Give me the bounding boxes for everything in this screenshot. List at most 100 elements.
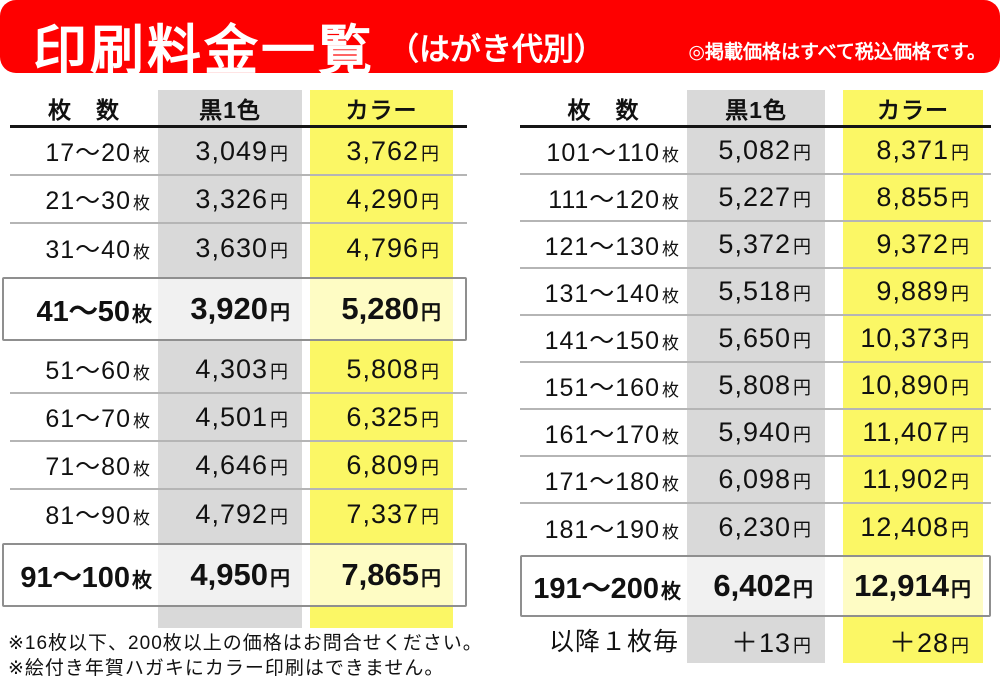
color-price-value: 4,796 [346, 232, 419, 263]
table-row-highlighted: 91〜100 枚 4,950 円 7,865 円 [2, 543, 467, 607]
price-table-right: 枚 数黒1色 カラー 101〜110 枚 5,082 円 8,371 円 111〜120 枚 5,2… [520, 90, 991, 663]
quantity-range-unit: 枚 [662, 239, 679, 259]
tax-included-note: ◎掲載価格はすべて税込価格です。 [688, 42, 986, 63]
color-column-band [310, 90, 453, 628]
black-price: 5,940 円 [687, 417, 825, 448]
black-price-value: 6,402 [713, 568, 791, 603]
quantity-range-unit: 枚 [133, 412, 150, 431]
quantity-range: 以降１枚毎 [520, 622, 687, 658]
color-price-unit: 円 [421, 240, 439, 261]
color-price: 8,371 円 [843, 135, 983, 166]
black-price-unit: 円 [793, 143, 811, 163]
color-price-unit: 円 [421, 568, 441, 590]
page-header-banner: 印刷料金一覧 （はがき代別） ◎掲載価格はすべて税込価格です。 [0, 0, 1000, 81]
color-price: 5,280 円 [312, 291, 455, 327]
black-price-value: ＋13 [730, 627, 791, 658]
quantity-range-unit: 枚 [133, 243, 150, 262]
quantity-range: 181〜190 枚 [520, 510, 687, 546]
quantity-range-value: 101〜110 [546, 138, 660, 167]
color-price-unit: 円 [951, 579, 971, 601]
black-price: 3,920 円 [160, 291, 304, 327]
table-header-row: 枚 数 黒1色 カラー [520, 90, 991, 128]
table-row: 121〜130 枚 5,372 円 9,372 円 [520, 222, 991, 269]
quantity-range-value: 41〜50 [36, 296, 130, 328]
quantity-range: 81〜90 枚 [10, 496, 158, 532]
quantity-range-unit: 枚 [662, 522, 679, 542]
color-price-unit: 円 [951, 635, 969, 656]
color-price-value: 9,372 [876, 229, 949, 259]
black-price-value: 4,792 [195, 498, 268, 529]
quantity-range-unit: 枚 [662, 192, 679, 212]
color-price-value: 10,373 [860, 323, 949, 353]
column-header-color: カラー [877, 96, 949, 123]
black-price-unit: 円 [270, 409, 288, 430]
color-price-unit: 円 [421, 191, 439, 212]
black-price-unit: 円 [793, 425, 811, 445]
quantity-range: 101〜110 枚 [520, 133, 687, 169]
black-price-unit: 円 [793, 190, 811, 210]
quantity-range-unit: 枚 [132, 304, 152, 326]
color-price-unit: 円 [421, 409, 439, 430]
color-price: 3,762 円 [310, 136, 453, 167]
quantity-range: 151〜160 枚 [520, 368, 687, 404]
color-price-unit: 円 [421, 143, 439, 164]
color-price-unit: 円 [951, 237, 969, 257]
price-table-left: 枚 数黒1色 カラー 17〜20 枚 3,049 円 3,762 円 21〜30 枚 3,326 円 4… [2, 90, 467, 628]
black-price: 3,326 円 [158, 184, 302, 215]
black-price-value: 5,227 [718, 182, 791, 212]
black-price: 5,650 円 [687, 323, 825, 354]
table-row: 181〜190 枚 6,230 円 12,408 円 [520, 504, 991, 551]
color-price-value: 5,280 [341, 291, 419, 326]
quantity-range: 191〜200 枚 [522, 565, 689, 607]
quantity-range: 121〜130 枚 [520, 227, 687, 263]
page-title: 印刷料金一覧 [33, 21, 375, 81]
quantity-range-unit: 枚 [662, 286, 679, 306]
black-price-unit: 円 [793, 378, 811, 398]
color-price: 5,808 円 [310, 354, 453, 385]
table-row: 以降１枚毎 ＋13 円＋28 円 [520, 617, 991, 663]
color-price-value: 3,762 [346, 135, 419, 166]
black-price-unit: 円 [270, 361, 288, 382]
footnote-color-print: ※絵付き年賀ハガキにカラー印刷はできません。 [8, 658, 445, 679]
table-row: 151〜160 枚 5,808 円 10,890 円 [520, 363, 991, 410]
column-header-quantity: 枚 数 [567, 96, 640, 123]
black-price-unit: 円 [270, 191, 288, 212]
footnotes: ※16枚以下、200枚以上の価格はお問合せください。 ※絵付き年賀ハガキにカラー… [8, 631, 483, 680]
black-price-value: 5,372 [718, 229, 791, 259]
color-price: 6,325 円 [310, 402, 453, 433]
quantity-range-value: 21〜30 [45, 187, 131, 215]
quantity-range: 141〜150 枚 [520, 321, 687, 357]
quantity-range-unit: 枚 [662, 380, 679, 400]
black-price-unit: 円 [270, 302, 290, 324]
quantity-range: 61〜70 枚 [10, 399, 158, 435]
quantity-range: 31〜40 枚 [10, 230, 158, 266]
black-price-value: 3,920 [190, 291, 268, 326]
quantity-range: 41〜50 枚 [12, 288, 160, 330]
color-price: 8,855 円 [843, 182, 983, 213]
color-price-value: 8,855 [876, 182, 949, 212]
column-header-black: 黒1色 [725, 96, 787, 123]
quantity-range: 21〜30 枚 [10, 181, 158, 217]
quantity-range-value: 191〜200 [533, 573, 659, 605]
quantity-range-unit: 枚 [133, 509, 150, 528]
page-subtitle: （はがき代別） [388, 32, 605, 67]
black-price: ＋13 円 [687, 621, 825, 660]
color-price-unit: 円 [951, 425, 969, 445]
black-price-unit: 円 [270, 143, 288, 164]
black-price: 5,082 円 [687, 135, 825, 166]
color-price: 7,865 円 [312, 557, 455, 593]
black-price: 4,646 円 [158, 450, 302, 481]
table-row: 17〜20 枚 3,049 円 3,762 円 [10, 128, 467, 176]
black-price-value: 5,808 [718, 370, 791, 400]
quantity-range-value: 151〜160 [544, 373, 660, 402]
color-price-value: 5,808 [346, 353, 419, 384]
color-price-value: 7,865 [341, 557, 419, 592]
black-price-value: 3,049 [195, 135, 268, 166]
table-row-highlighted: 191〜200 枚 6,402 円 12,914 円 [520, 555, 991, 617]
black-price-unit: 円 [270, 568, 290, 590]
black-price-unit: 円 [270, 506, 288, 527]
quantity-range: 111〜120 枚 [520, 180, 687, 216]
color-price-unit: 円 [421, 302, 441, 324]
black-price: 5,808 円 [687, 370, 825, 401]
quantity-range-unit: 枚 [662, 333, 679, 353]
